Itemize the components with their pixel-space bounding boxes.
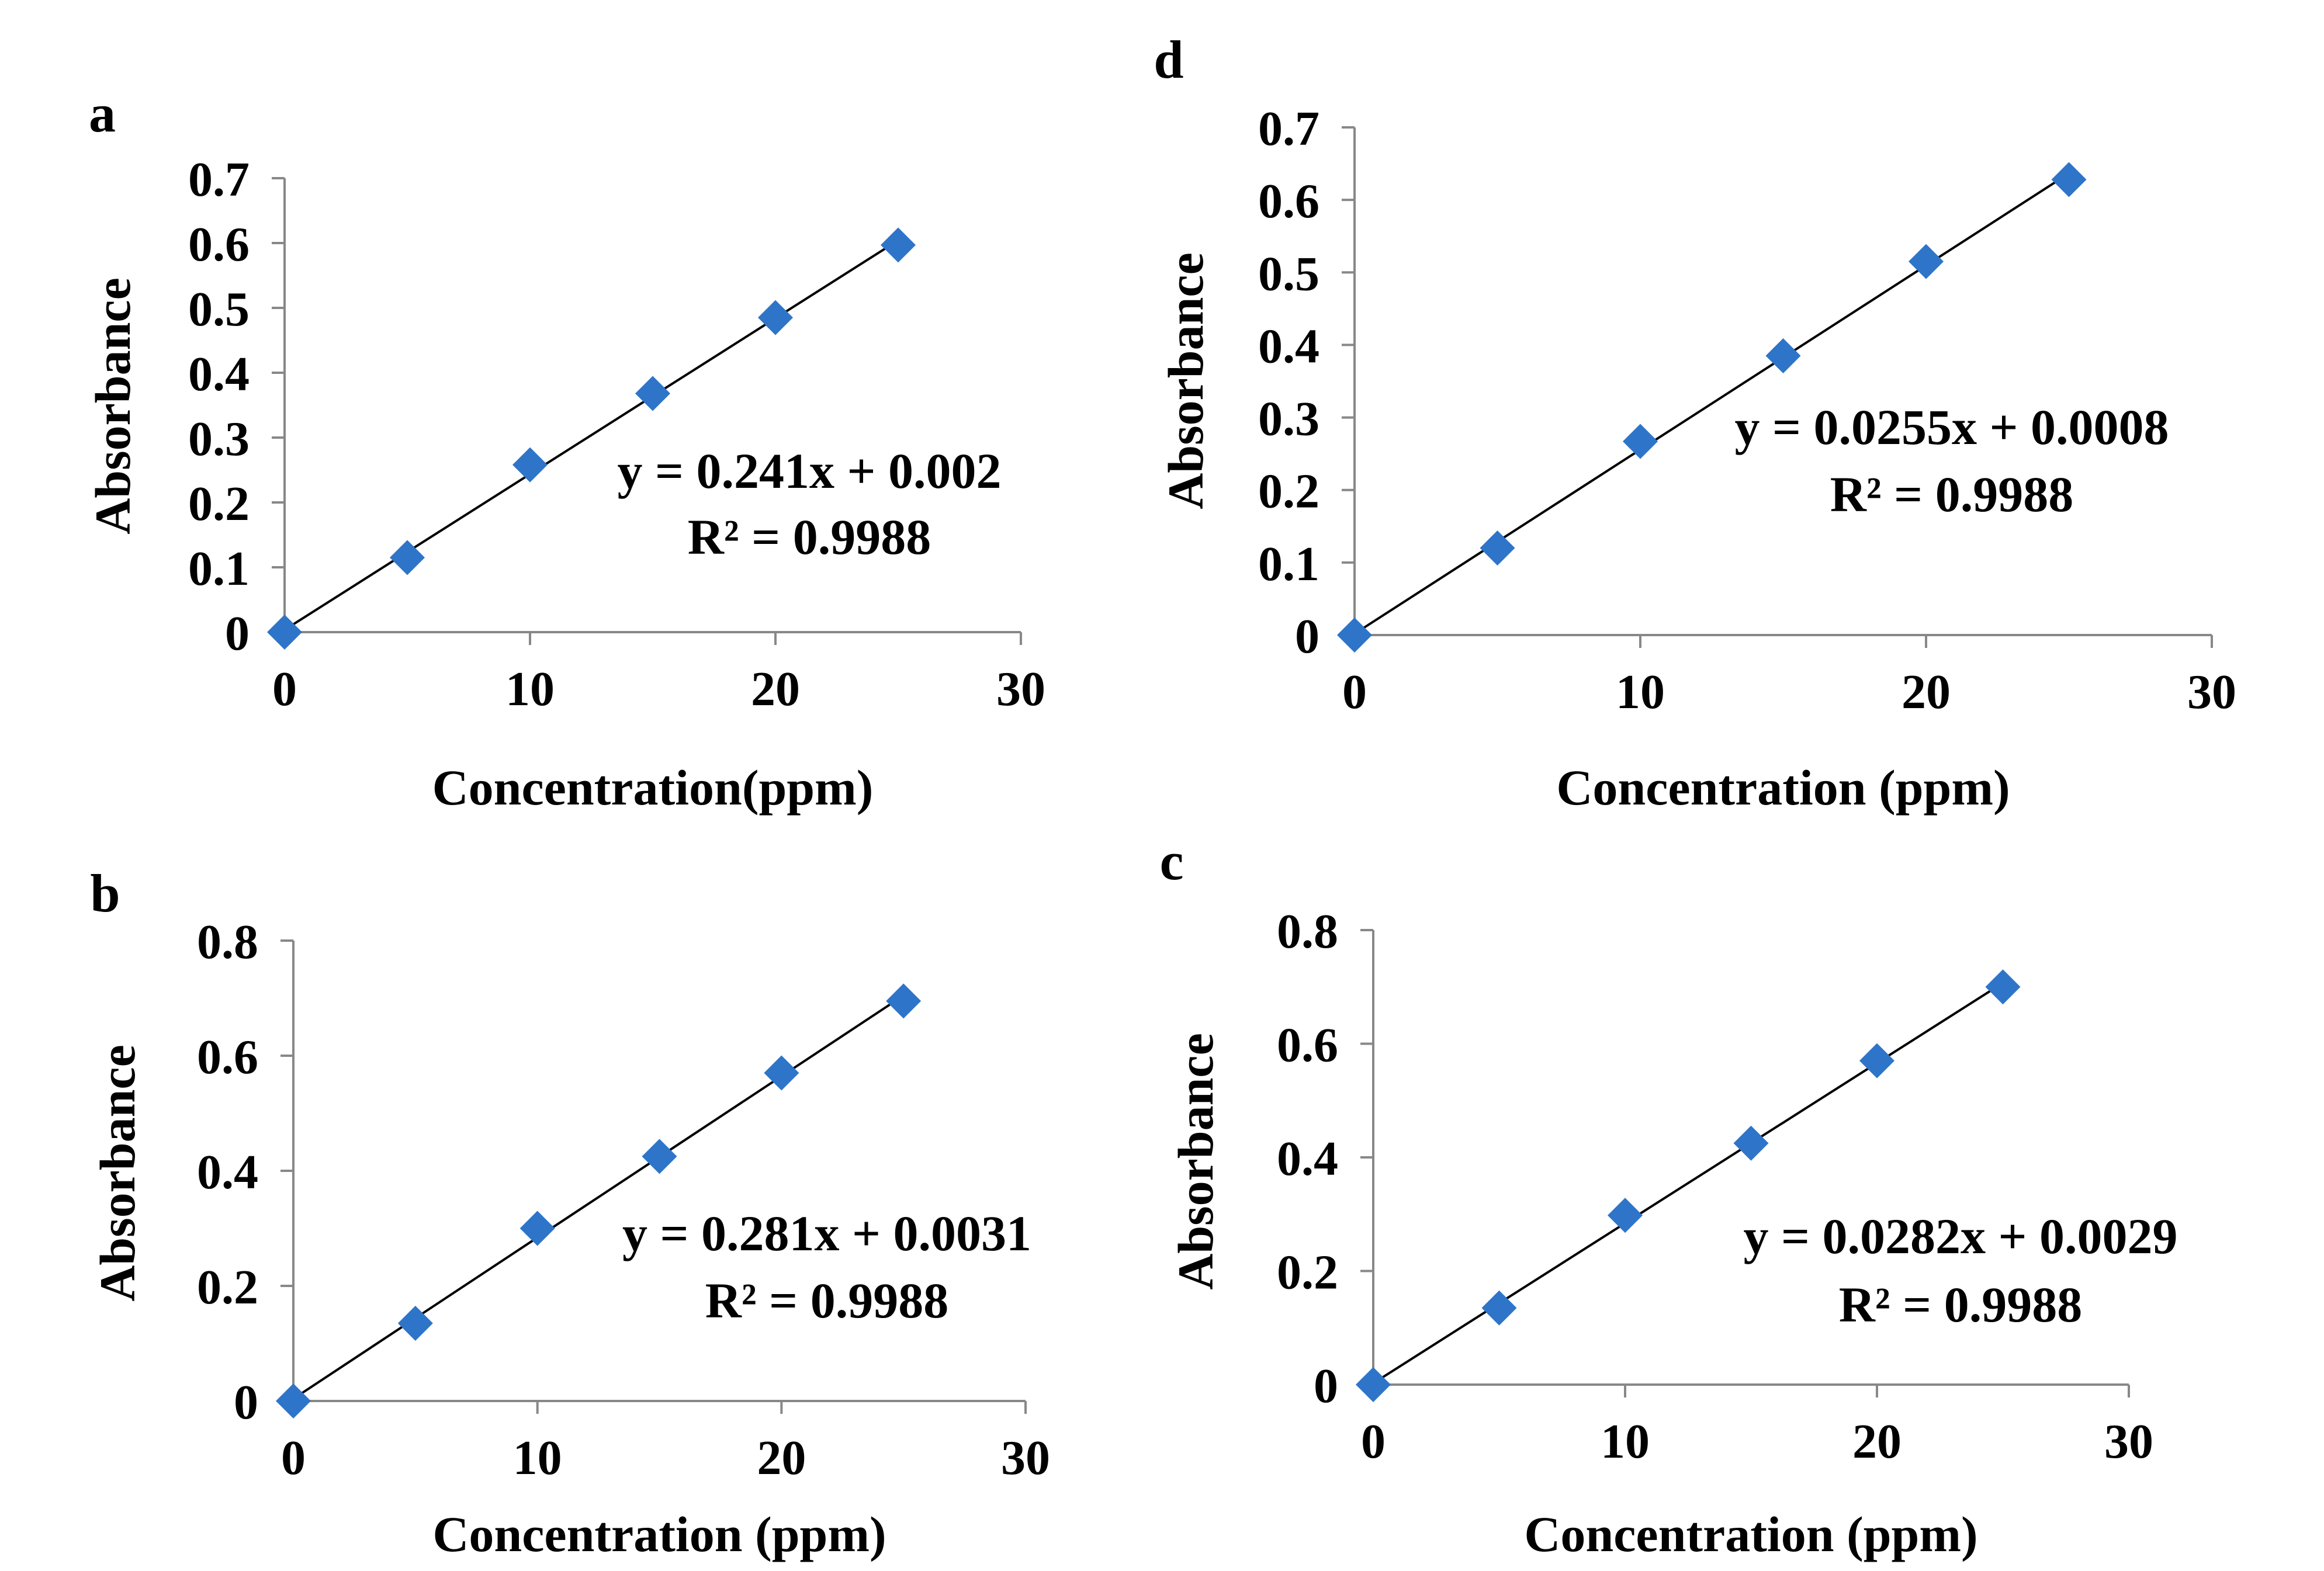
x-tick-label: 20 [751, 662, 800, 716]
data-point [1337, 618, 1372, 653]
y-tick-label: 0 [225, 606, 250, 661]
y-tick-label: 0.2 [197, 1260, 258, 1315]
y-tick-label: 0.7 [1258, 102, 1319, 156]
y-axis-title: Absorbance [1168, 1033, 1224, 1290]
panel-label: a [89, 84, 116, 143]
y-tick-label: 0.5 [1258, 247, 1319, 301]
y-tick-label: 0.6 [1277, 1018, 1338, 1073]
chart-panel-a: a 0 0.1 0.2 0.3 0.4 0.5 0.6 0.7 0 10 20 30 Concentrat… [85, 84, 1045, 816]
data-point [397, 1306, 433, 1341]
y-tick-label: 0 [1314, 1359, 1338, 1413]
data-point [519, 1211, 555, 1246]
y-tick-label: 0.6 [1258, 174, 1319, 228]
data-point [390, 540, 425, 575]
x-tick-label: 30 [996, 662, 1045, 716]
y-tick-label: 0.6 [197, 1030, 258, 1084]
y-tick-label: 0.5 [188, 282, 250, 337]
data-point [1356, 1367, 1391, 1402]
y-tick-label: 0.3 [188, 412, 250, 466]
y-tick-label: 0.4 [188, 347, 250, 401]
data-point [1608, 1198, 1643, 1233]
panel-label: c [1160, 831, 1184, 891]
trendline-equation: y = 0.0282x + 0.0029 [1743, 1208, 2177, 1264]
x-tick-label: 10 [505, 662, 555, 716]
data-point [1765, 338, 1801, 374]
data-point [1733, 1125, 1769, 1161]
y-axis-title: Absorbance [89, 1045, 146, 1302]
chart-panel-c: c 0 0.2 0.4 0.6 0.8 0 10 20 30 Concentration (ppm)… [1160, 831, 2178, 1562]
trendline-equation: y = 0.0255x + 0.0008 [1734, 399, 2169, 455]
x-axis-title: Concentration (ppm) [432, 1506, 886, 1562]
trendline [283, 239, 899, 631]
data-point [1481, 1290, 1517, 1326]
data-point [1909, 244, 1944, 279]
x-tick-label: 20 [1852, 1414, 1902, 1469]
y-tick-label: 0.1 [1258, 537, 1319, 591]
data-point [764, 1055, 799, 1091]
panel-label: d [1154, 30, 1183, 89]
r-squared-label: R² = 0.9988 [688, 509, 931, 565]
x-axis-title: Concentration (ppm) [1524, 1506, 1977, 1562]
y-tick-label: 0.4 [1258, 319, 1319, 373]
y-axis-title: Absorbance [1158, 252, 1214, 509]
data-point [881, 227, 916, 263]
y-tick-label: 0.6 [188, 217, 250, 272]
data-point [1480, 530, 1515, 566]
x-tick-label: 30 [1001, 1431, 1050, 1485]
y-tick-label: 0.2 [1277, 1246, 1338, 1300]
data-point [267, 615, 302, 650]
data-point [886, 983, 922, 1019]
y-tick-label: 0.2 [188, 477, 250, 531]
x-tick-label: 0 [1342, 665, 1367, 719]
trendline [1372, 982, 2004, 1385]
y-tick-label: 0.8 [197, 915, 258, 969]
data-point [2051, 162, 2087, 197]
x-tick-label: 0 [281, 1431, 306, 1485]
x-axis-title: Concentration (ppm) [1556, 760, 2010, 816]
x-tick-label: 30 [2104, 1414, 2153, 1469]
x-tick-label: 0 [272, 662, 297, 716]
y-tick-label: 0 [234, 1375, 258, 1430]
y-tick-label: 0.1 [188, 542, 250, 596]
y-axis-title: Absorbance [85, 278, 141, 535]
y-tick-label: 0.2 [1258, 464, 1319, 519]
r-squared-label: R² = 0.9988 [1830, 466, 2073, 522]
x-axis-title: Concentration(ppm) [432, 760, 874, 816]
data-point [642, 1139, 677, 1174]
y-tick-label: 0.3 [1258, 392, 1319, 446]
x-tick-label: 20 [1902, 665, 1951, 719]
x-tick-label: 10 [513, 1431, 562, 1485]
chart-panel-d: d 0 0.1 0.2 0.3 0.4 0.5 0.6 0.7 0 10 20 30 Concentrat… [1154, 30, 2236, 816]
trendline-equation: y = 0.281x + 0.0031 [622, 1205, 1031, 1261]
data-point [635, 376, 670, 411]
data-point [1985, 969, 2021, 1005]
data-point [1859, 1043, 1894, 1078]
y-tick-label: 0.4 [197, 1145, 258, 1199]
r-squared-label: R² = 0.9988 [705, 1272, 948, 1329]
trendline-equation: y = 0.241x + 0.002 [617, 443, 1001, 499]
x-tick-label: 0 [1361, 1414, 1386, 1469]
trendline [1353, 172, 2070, 635]
x-tick-label: 10 [1601, 1414, 1650, 1469]
data-point [276, 1383, 311, 1419]
y-tick-label: 0.8 [1277, 904, 1338, 959]
data-point [758, 300, 793, 335]
x-tick-label: 10 [1616, 665, 1665, 719]
x-tick-label: 30 [2187, 665, 2236, 719]
panel-label: b [90, 863, 120, 923]
y-tick-label: 0.4 [1277, 1132, 1338, 1186]
data-point [512, 447, 548, 483]
x-tick-label: 20 [757, 1431, 806, 1485]
chart-panel-b: b 0 0.2 0.4 0.6 0.8 0 10 20 30 Concentration (ppm)… [89, 863, 1050, 1562]
y-tick-label: 0.7 [188, 152, 250, 207]
r-squared-label: R² = 0.9988 [1839, 1277, 2082, 1333]
data-point [1623, 424, 1658, 459]
y-tick-label: 0 [1295, 609, 1319, 664]
trendline [292, 994, 905, 1400]
